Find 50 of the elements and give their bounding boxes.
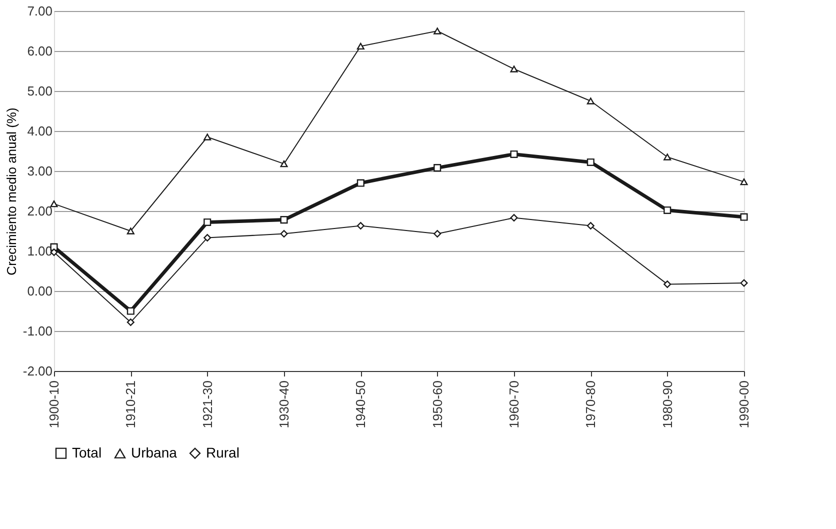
x-tick-label: 1930-40 <box>276 380 292 428</box>
point <box>664 154 672 160</box>
x-tick-label: 1990-00 <box>736 380 752 428</box>
legend-label: Total <box>72 444 102 460</box>
x-tick-label: 1970-80 <box>583 380 598 428</box>
x-tick-label: 1921-30 <box>200 380 215 428</box>
point <box>204 134 212 140</box>
point <box>434 28 442 34</box>
y-tick-label: 2.00 <box>27 204 52 218</box>
point <box>740 178 748 186</box>
point <box>204 218 212 226</box>
y-tick-label: -1.00 <box>22 324 52 338</box>
x-tick-label: 1910-21 <box>123 380 138 428</box>
point <box>126 307 134 315</box>
point <box>510 150 518 158</box>
x-tick-label: 1950-60 <box>430 380 445 428</box>
point <box>586 158 594 166</box>
point <box>740 213 748 221</box>
y-tick-label: 7.00 <box>27 4 52 18</box>
x-tick-label: 1900-10 <box>46 380 62 428</box>
point <box>280 160 288 168</box>
x-tick-label: 1960-70 <box>506 380 522 428</box>
x-tick-label: 1940-50 <box>353 380 368 428</box>
y-tick-label: -2.00 <box>22 364 52 378</box>
y-axis-title: Crecimiento medio anual (%) <box>4 108 19 276</box>
point <box>204 234 212 242</box>
point <box>356 179 364 187</box>
legend-label: Urbana <box>131 444 178 460</box>
point <box>126 228 134 234</box>
point <box>510 214 518 222</box>
legend-label: Rural <box>206 444 240 460</box>
point <box>356 222 364 230</box>
y-tick-label: 0.00 <box>27 284 52 298</box>
point <box>510 66 518 72</box>
point <box>434 164 442 172</box>
point <box>740 279 748 287</box>
point <box>586 222 594 230</box>
point <box>664 206 672 214</box>
x-tick-label: 1980-90 <box>660 380 675 428</box>
y-tick-label: 4.00 <box>27 124 52 138</box>
y-tick-label: 6.00 <box>27 44 52 58</box>
point <box>280 216 288 224</box>
y-tick-label: 3.00 <box>27 164 52 178</box>
y-tick-label: 5.00 <box>27 84 52 98</box>
point <box>434 230 442 238</box>
point <box>356 42 364 50</box>
point <box>586 98 594 104</box>
point <box>280 230 288 238</box>
point <box>664 280 672 288</box>
point <box>126 318 134 326</box>
